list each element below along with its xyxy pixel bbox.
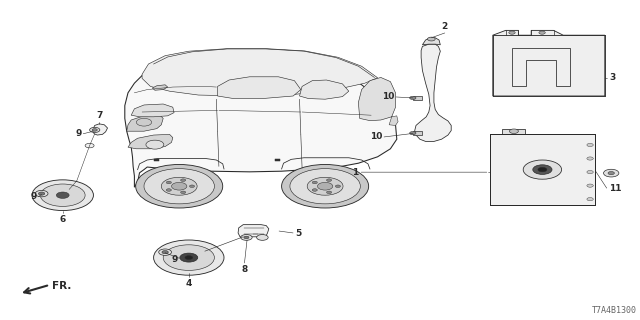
Circle shape	[40, 184, 85, 206]
Circle shape	[144, 169, 214, 204]
Polygon shape	[490, 134, 595, 205]
Text: 11: 11	[609, 184, 622, 193]
Circle shape	[166, 181, 172, 184]
Text: 9: 9	[76, 129, 82, 138]
Circle shape	[161, 177, 197, 195]
Polygon shape	[128, 134, 173, 149]
Circle shape	[32, 180, 93, 211]
Circle shape	[56, 192, 69, 198]
Circle shape	[523, 160, 562, 179]
Circle shape	[35, 190, 48, 197]
Circle shape	[290, 169, 360, 204]
Text: 6: 6	[60, 215, 66, 224]
Polygon shape	[300, 80, 349, 99]
Circle shape	[172, 182, 187, 190]
Polygon shape	[502, 129, 525, 134]
Polygon shape	[218, 77, 301, 99]
Circle shape	[410, 96, 416, 100]
Circle shape	[587, 171, 593, 174]
Circle shape	[532, 165, 552, 174]
Polygon shape	[238, 225, 269, 237]
Circle shape	[163, 245, 214, 270]
Circle shape	[92, 129, 97, 131]
Circle shape	[180, 191, 186, 194]
Circle shape	[538, 167, 547, 172]
Circle shape	[159, 249, 172, 255]
Text: 10: 10	[383, 92, 395, 101]
Circle shape	[587, 143, 593, 147]
Polygon shape	[131, 104, 174, 117]
Circle shape	[180, 253, 198, 262]
Circle shape	[312, 181, 317, 184]
Polygon shape	[415, 44, 451, 141]
Circle shape	[257, 235, 268, 240]
Circle shape	[166, 189, 172, 191]
Polygon shape	[275, 159, 280, 161]
Circle shape	[90, 127, 100, 132]
Polygon shape	[389, 116, 398, 125]
Circle shape	[539, 31, 545, 34]
Circle shape	[241, 235, 252, 240]
Circle shape	[162, 251, 168, 254]
Polygon shape	[358, 77, 396, 121]
Circle shape	[38, 192, 45, 195]
Circle shape	[154, 240, 224, 275]
Text: 9: 9	[31, 192, 37, 201]
Polygon shape	[127, 115, 163, 131]
Circle shape	[146, 140, 164, 149]
Circle shape	[244, 236, 249, 239]
Circle shape	[326, 191, 332, 194]
Polygon shape	[493, 30, 605, 96]
Text: 7: 7	[96, 111, 102, 120]
Circle shape	[410, 132, 416, 135]
Text: 10: 10	[371, 132, 383, 141]
Circle shape	[509, 129, 518, 133]
Circle shape	[85, 143, 94, 148]
Circle shape	[136, 118, 152, 126]
Circle shape	[509, 31, 515, 34]
Text: FR.: FR.	[52, 281, 72, 292]
Circle shape	[326, 179, 332, 181]
Circle shape	[587, 157, 593, 160]
Polygon shape	[413, 131, 422, 135]
Text: 4: 4	[186, 279, 192, 288]
Text: 9: 9	[172, 255, 178, 264]
Circle shape	[312, 189, 317, 191]
Circle shape	[185, 256, 193, 260]
Circle shape	[604, 169, 619, 177]
Polygon shape	[152, 85, 168, 90]
Circle shape	[317, 182, 333, 190]
Circle shape	[608, 172, 614, 175]
Circle shape	[180, 179, 186, 181]
Polygon shape	[422, 38, 440, 45]
Circle shape	[136, 164, 223, 208]
Polygon shape	[125, 51, 397, 187]
Polygon shape	[154, 159, 159, 161]
Polygon shape	[93, 124, 108, 135]
Polygon shape	[413, 96, 422, 100]
Circle shape	[587, 197, 593, 201]
Circle shape	[189, 185, 195, 188]
Circle shape	[587, 184, 593, 187]
Text: 2: 2	[442, 22, 448, 31]
Circle shape	[307, 177, 343, 195]
Circle shape	[335, 185, 340, 188]
Text: 3: 3	[609, 73, 616, 82]
Circle shape	[282, 164, 369, 208]
Text: 8: 8	[241, 265, 248, 274]
Circle shape	[428, 37, 435, 41]
Text: T7A4B1300: T7A4B1300	[592, 306, 637, 315]
Text: 5: 5	[296, 229, 302, 238]
Text: 1: 1	[352, 168, 358, 177]
Polygon shape	[142, 49, 378, 96]
